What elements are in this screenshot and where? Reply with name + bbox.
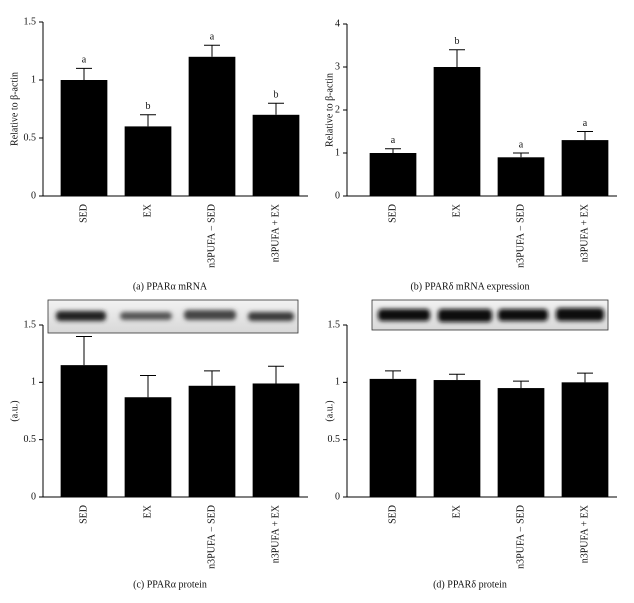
bar (561, 140, 609, 196)
y-tick-label: 2 (335, 104, 340, 115)
y-tick-label: 0.5 (328, 434, 341, 445)
y-tick-label: 0 (335, 190, 340, 201)
x-tick-label: SED (387, 204, 398, 223)
bar (252, 383, 300, 497)
significance-label: a (519, 139, 524, 150)
western-blot (371, 299, 609, 331)
x-tick-label: SED (78, 505, 89, 524)
error-bar (513, 380, 529, 389)
x-tick-label: SED (78, 204, 89, 223)
bar (369, 378, 417, 497)
x-tick-label: EX (142, 203, 153, 217)
caption: (b) PPARδ mRNA expression (410, 281, 529, 292)
error-bar (577, 131, 593, 141)
y-tick-label: 1 (335, 147, 340, 158)
y-tick-label: 1.5 (24, 319, 37, 330)
error-bar (76, 67, 92, 80)
x-tick-label: SED (387, 505, 398, 524)
y-tick-label: 0.5 (24, 434, 37, 445)
bar (60, 365, 108, 497)
bar (188, 385, 236, 497)
bar (188, 56, 236, 196)
western-blot (47, 299, 299, 334)
y-tick-label: 3 (335, 61, 340, 72)
significance-label: a (583, 118, 588, 129)
bar (252, 114, 300, 196)
bar (369, 153, 417, 196)
error-bar (577, 372, 593, 383)
error-bar (449, 49, 465, 67)
y-tick-label: 1 (31, 377, 36, 388)
y-axis-label: (a.u.) (324, 400, 335, 421)
significance-label: a (82, 55, 87, 66)
caption: (c) PPARα protein (133, 579, 207, 590)
y-axis-label: Relative to β-actin (9, 72, 20, 146)
bar (60, 80, 108, 196)
y-tick-label: 1 (31, 74, 36, 85)
bar (561, 382, 609, 497)
bar (433, 67, 481, 196)
y-tick-label: 0 (31, 190, 36, 201)
x-tick-label: n3PUFA + EX (579, 203, 590, 262)
significance-label: a (210, 31, 215, 42)
x-tick-label: EX (451, 203, 462, 217)
y-tick-label: 1 (335, 377, 340, 388)
y-tick-label: 1.5 (328, 319, 341, 330)
error-bar (76, 335, 92, 366)
x-tick-label: n3PUFA − SED (515, 204, 526, 268)
error-bar (513, 152, 529, 158)
x-tick-label: n3PUFA + EX (270, 203, 281, 262)
bar (124, 397, 172, 497)
error-bar (385, 148, 401, 153)
y-axis-label: Relative to β-actin (324, 73, 335, 147)
y-tick-label: 4 (335, 18, 340, 29)
significance-label: a (391, 135, 396, 146)
y-tick-label: 0 (31, 491, 36, 502)
bar (497, 388, 545, 497)
error-bar (204, 370, 220, 386)
y-tick-label: 1.5 (24, 16, 37, 27)
x-tick-label: EX (451, 504, 462, 518)
x-tick-label: EX (142, 504, 153, 518)
significance-label: b (455, 36, 460, 47)
x-tick-label: n3PUFA − SED (206, 204, 217, 268)
error-bar (140, 374, 156, 398)
significance-label: b (146, 101, 151, 112)
bar (433, 380, 481, 497)
x-tick-label: n3PUFA + EX (270, 504, 281, 563)
error-bar (204, 44, 220, 57)
x-tick-label: n3PUFA − SED (515, 505, 526, 569)
error-bar (449, 373, 465, 381)
bar (124, 126, 172, 196)
y-axis-label: (a.u.) (9, 400, 20, 421)
caption: (a) PPARα mRNA (133, 281, 208, 292)
bar (497, 157, 545, 196)
significance-label: b (274, 89, 279, 100)
error-bar (268, 102, 284, 115)
y-tick-label: 0.5 (24, 132, 37, 143)
y-tick-label: 0 (335, 491, 340, 502)
caption: (d) PPARδ protein (433, 579, 507, 590)
x-tick-label: n3PUFA + EX (579, 504, 590, 563)
error-bar (268, 365, 284, 384)
error-bar (385, 370, 401, 379)
error-bar (140, 114, 156, 127)
x-tick-label: n3PUFA − SED (206, 505, 217, 569)
